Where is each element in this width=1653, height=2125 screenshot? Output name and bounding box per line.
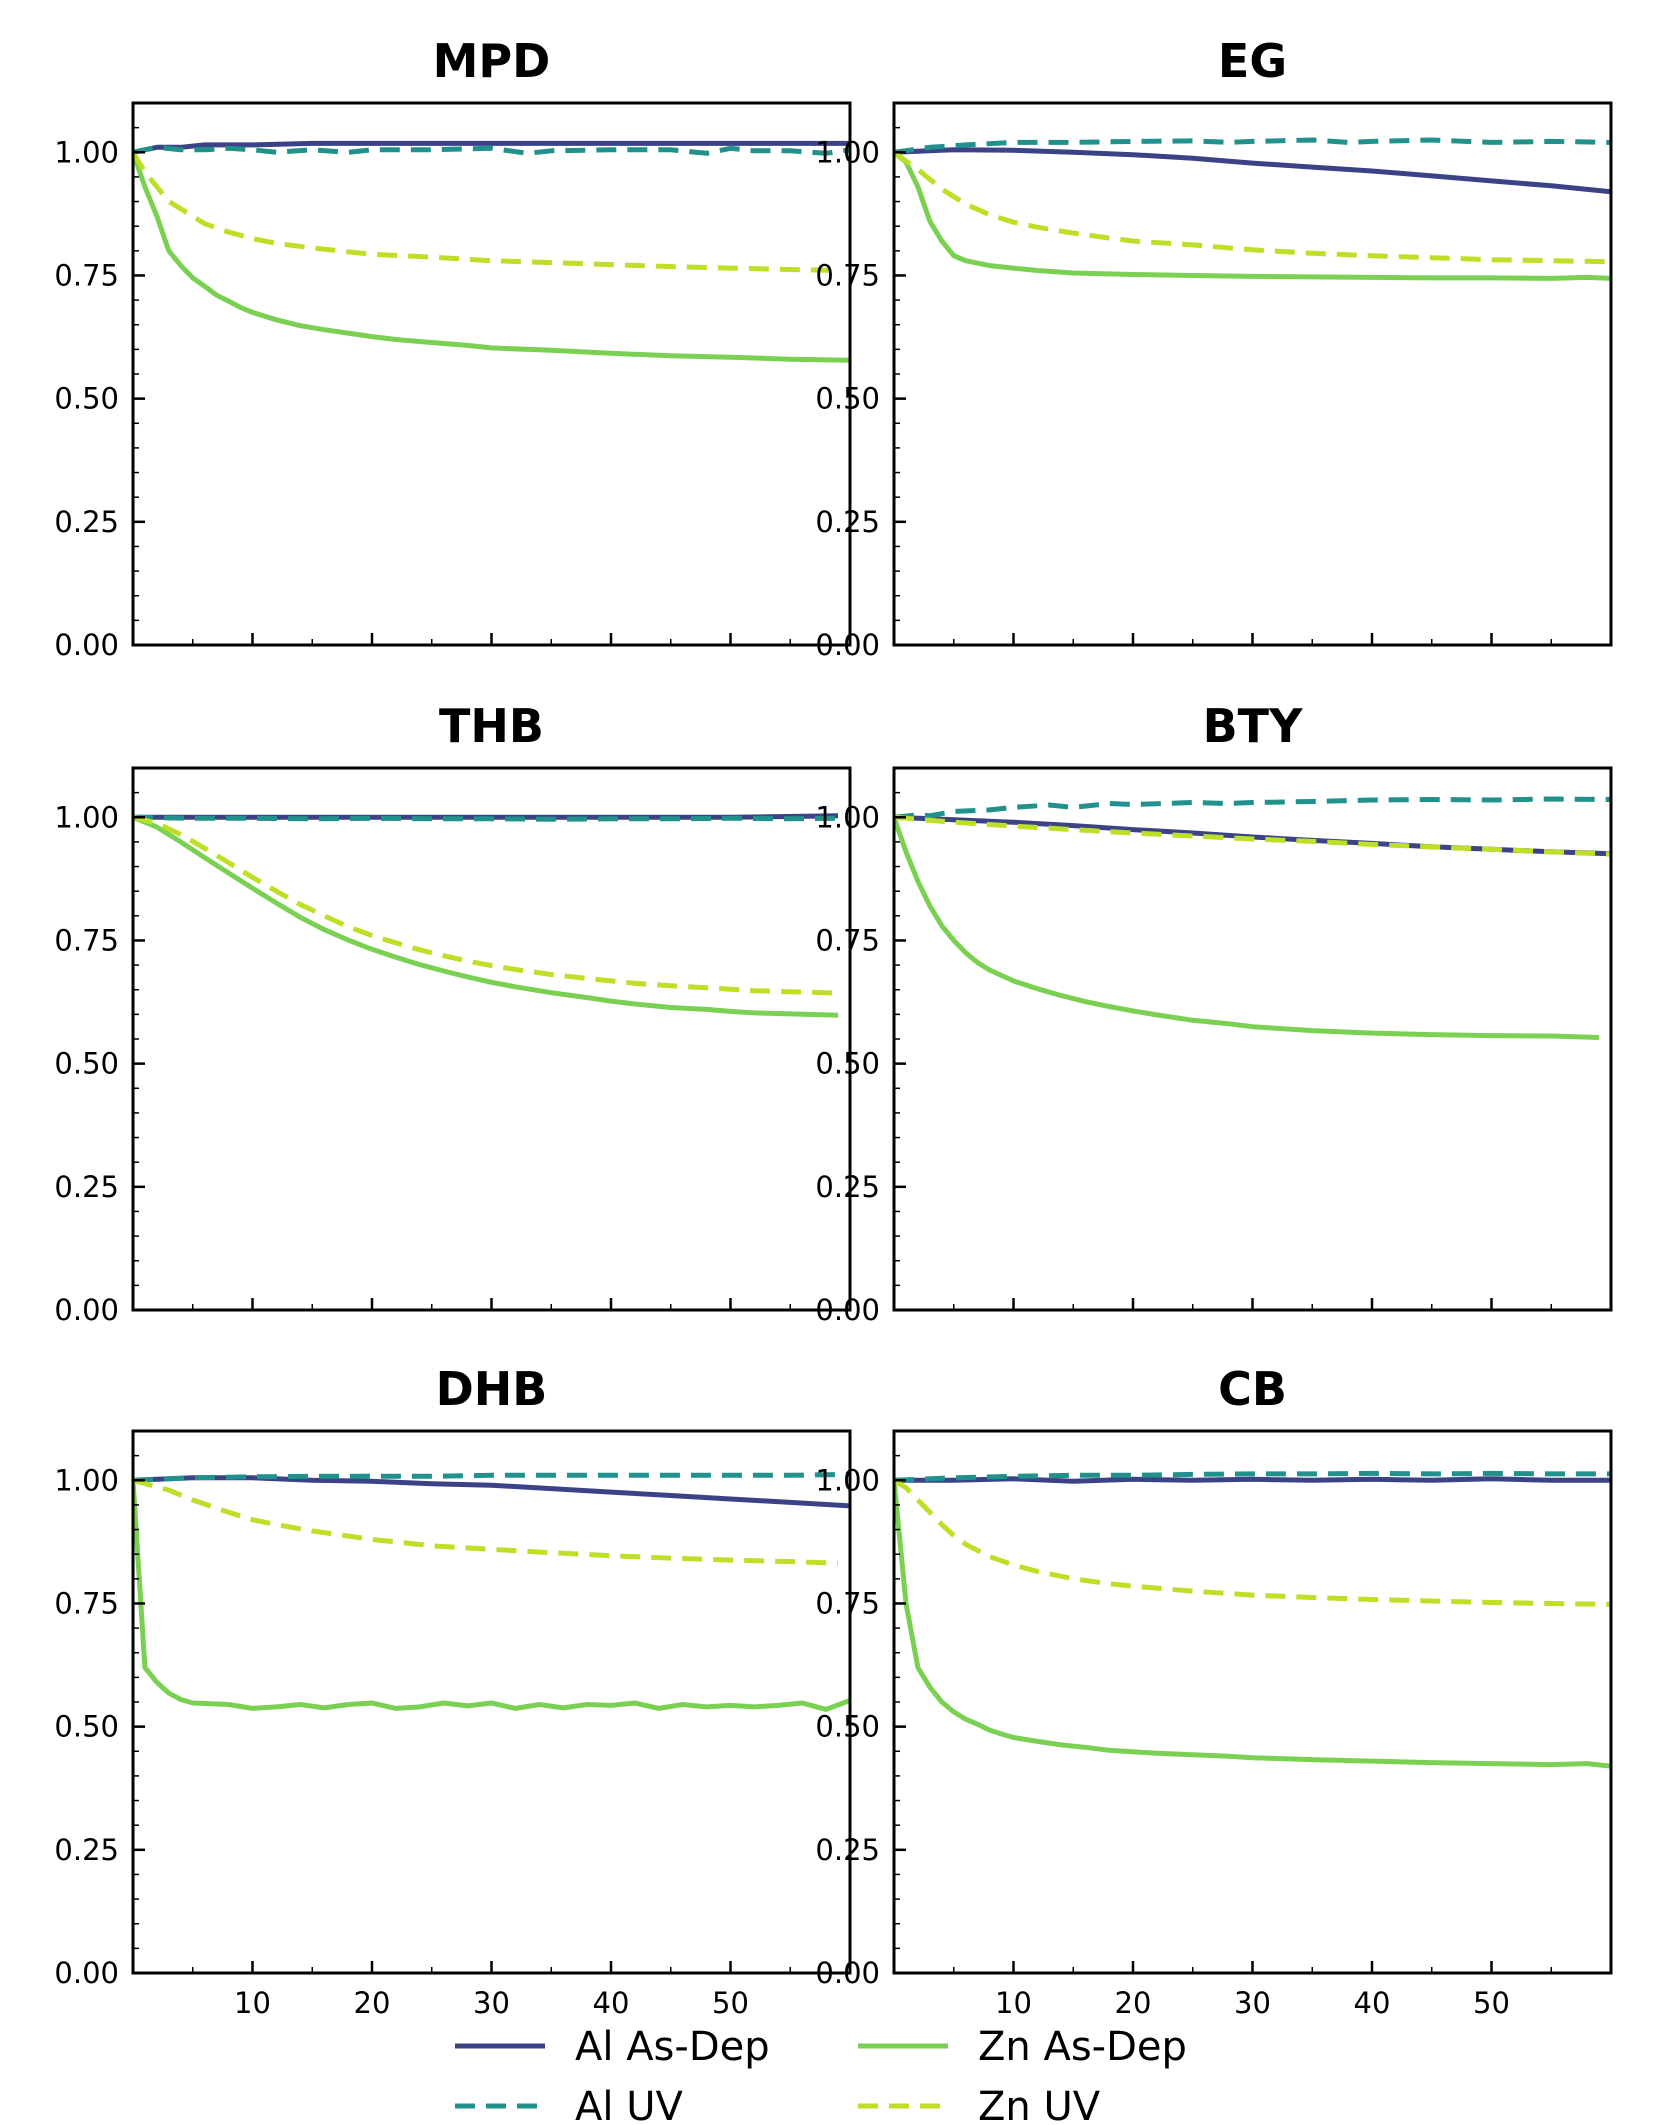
y-tick-label: 0.75 xyxy=(815,1586,880,1620)
y-tick-label: 0.75 xyxy=(54,258,119,292)
panel-dhb: DHB 0.00 0.25 0.50 0.75 1.00 10 20 30 40 50 xyxy=(54,1362,852,2020)
series-line-zn-as-dep xyxy=(894,150,1611,281)
series-line-zn-as-dep xyxy=(133,151,850,363)
series-line-zn-uv xyxy=(133,814,839,996)
axes-frame xyxy=(131,101,852,647)
legend-label: Zn As-Dep xyxy=(978,2024,1187,2070)
y-tick-label: 0.50 xyxy=(54,1710,119,1744)
y-tick-label: 0.25 xyxy=(815,1833,880,1867)
y-tick-label: 0.50 xyxy=(54,382,119,416)
series-line-al-as-dep xyxy=(894,814,1611,857)
panel-thb: THB 0.00 0.25 0.50 0.75 1.00 xyxy=(54,699,852,1327)
series-line-al-as-dep xyxy=(894,147,1611,195)
panel-cb: CB 0.00 0.25 0.50 0.75 1.00 10 20 30 40 50 xyxy=(815,1362,1613,2020)
y-tick-label: 1.00 xyxy=(54,1463,119,1497)
panel-mpd: MPD 0.00 0.25 0.50 0.75 1.00 xyxy=(54,34,852,662)
y-tick-label: 0.25 xyxy=(815,505,880,539)
y-tick-label: 0.75 xyxy=(815,923,880,957)
y-tick-label: 0.00 xyxy=(54,628,119,662)
series-line-zn-as-dep xyxy=(133,814,839,1018)
panel-title: THB xyxy=(439,699,544,753)
series-line-zn-uv xyxy=(133,1477,839,1566)
y-tick-label: 0.00 xyxy=(815,1293,880,1327)
y-tick-label: 0.25 xyxy=(54,1170,119,1204)
axes-frame xyxy=(131,1429,852,1975)
y-tick-label: 0.75 xyxy=(815,258,880,292)
y-tick-label: 0.75 xyxy=(54,1586,119,1620)
x-tick-label: 10 xyxy=(995,1986,1032,2020)
panel-title: DHB xyxy=(436,1362,548,1416)
legend-label: Al As-Dep xyxy=(575,2024,770,2070)
series-line-al-as-dep xyxy=(894,1476,1611,1484)
series-line-zn-uv xyxy=(894,1478,1611,1607)
series-line-al-uv xyxy=(894,1470,1611,1483)
series-line-al-uv xyxy=(133,814,839,822)
series-group xyxy=(133,813,839,1018)
y-tick-label: 0.50 xyxy=(815,382,880,416)
y-tick-label: 1.00 xyxy=(815,135,880,169)
panel-title: CB xyxy=(1218,1362,1287,1416)
series-group xyxy=(894,796,1611,1040)
y-tick-label: 0.50 xyxy=(815,1047,880,1081)
x-tick-label: 40 xyxy=(593,1986,630,2020)
y-tick-label: 0.00 xyxy=(54,1956,119,1990)
x-tick-label: 30 xyxy=(473,1986,510,2020)
legend-label: Zn UV xyxy=(978,2084,1101,2125)
x-tick-label: 50 xyxy=(1473,1986,1510,2020)
y-tick-label: 1.00 xyxy=(54,800,119,834)
y-tick-label: 0.25 xyxy=(54,505,119,539)
series-group xyxy=(894,1470,1611,1769)
x-tick-label: 10 xyxy=(234,1986,271,2020)
series-group xyxy=(894,137,1611,281)
axes-frame xyxy=(131,766,852,1312)
y-tick-label: 0.00 xyxy=(815,628,880,662)
y-tick-label: 0.75 xyxy=(54,923,119,957)
y-tick-label: 0.25 xyxy=(815,1170,880,1204)
y-tick-label: 1.00 xyxy=(54,135,119,169)
series-line-zn-uv xyxy=(894,814,1611,857)
y-tick-label: 0.00 xyxy=(815,1956,880,1990)
series-line-al-as-dep xyxy=(133,1475,850,1509)
panel-title: EG xyxy=(1218,34,1287,88)
axes-frame xyxy=(892,101,1613,647)
series-line-al-uv xyxy=(894,796,1611,820)
panel-eg: EG 0.00 0.25 0.50 0.75 1.00 xyxy=(815,34,1613,662)
legend-label: Al UV xyxy=(575,2084,683,2125)
series-group xyxy=(133,1471,850,1712)
series-line-al-as-dep xyxy=(133,140,850,155)
y-tick-label: 1.00 xyxy=(815,800,880,834)
series-line-al-uv xyxy=(133,1471,850,1483)
legend-item-zn-uv: Zn UV xyxy=(858,2084,1101,2125)
legend: Al As-Dep Zn As-Dep Al UV Zn UV xyxy=(455,2024,1187,2125)
series-line-al-uv xyxy=(133,144,850,156)
y-tick-label: 0.00 xyxy=(54,1293,119,1327)
axes-frame xyxy=(892,1429,1613,1975)
series-line-zn-as-dep xyxy=(133,1480,850,1712)
y-tick-label: 0.50 xyxy=(815,1710,880,1744)
series-line-zn-uv xyxy=(894,150,1611,265)
panel-bty: BTY 0.00 0.25 0.50 0.75 1.00 xyxy=(815,699,1613,1327)
series-line-zn-as-dep xyxy=(894,1480,1611,1769)
panel-title: BTY xyxy=(1203,699,1303,753)
panel-title: MPD xyxy=(433,34,551,88)
series-line-zn-uv xyxy=(133,151,839,273)
axes-frame xyxy=(892,766,1613,1312)
series-group xyxy=(133,140,850,363)
legend-item-al-as-dep: Al As-Dep xyxy=(455,2024,770,2070)
x-tick-label: 30 xyxy=(1234,1986,1271,2020)
y-tick-label: 1.00 xyxy=(815,1463,880,1497)
x-tick-label: 50 xyxy=(712,1986,749,2020)
legend-item-zn-as-dep: Zn As-Dep xyxy=(858,2024,1187,2070)
x-tick-label: 20 xyxy=(1115,1986,1152,2020)
x-tick-label: 40 xyxy=(1354,1986,1391,2020)
legend-item-al-uv: Al UV xyxy=(455,2084,683,2125)
x-tick-label: 20 xyxy=(354,1986,391,2020)
y-tick-label: 0.50 xyxy=(54,1047,119,1081)
series-line-al-uv xyxy=(894,137,1611,155)
series-line-zn-as-dep xyxy=(894,816,1600,1040)
y-tick-label: 0.25 xyxy=(54,1833,119,1867)
